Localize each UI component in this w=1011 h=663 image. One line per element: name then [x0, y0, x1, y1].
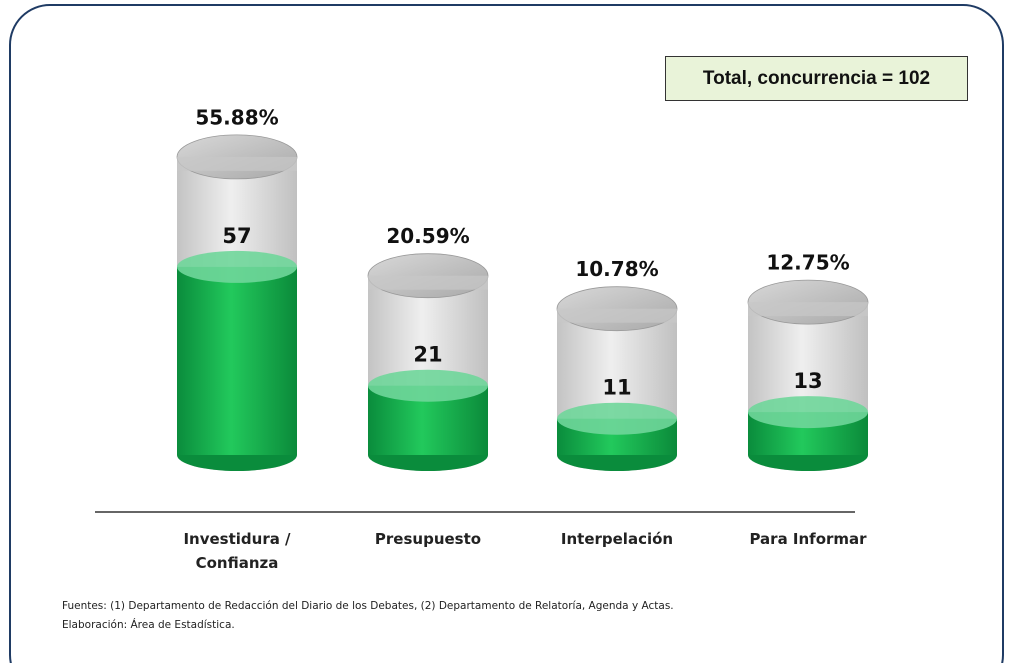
- bar: [368, 369, 488, 471]
- credit-note: Elaboración: Área de Estadística.: [62, 619, 235, 631]
- source-note: Fuentes: (1) Departamento de Redacción d…: [62, 600, 674, 612]
- cylinder-rim: [177, 156, 297, 171]
- bar: [748, 396, 868, 471]
- share-label: 12.75%: [766, 251, 849, 275]
- frame: [9, 4, 1004, 663]
- value-label: 13: [793, 369, 822, 393]
- total-box: Total, concurrencia = 102: [665, 56, 968, 101]
- share-label: 10.78%: [575, 257, 658, 281]
- category-label: Presupuesto: [374, 530, 482, 548]
- bar: [557, 402, 677, 471]
- share-label: 55.88%: [195, 105, 278, 129]
- bar-top: [748, 396, 868, 429]
- category-label: Interpelación: [560, 530, 674, 548]
- value-label: 11: [602, 376, 631, 400]
- cylinder-rim: [748, 302, 868, 317]
- cylinder-rim: [557, 308, 677, 323]
- bar-top: [177, 250, 297, 283]
- category-label: Investidura / Confianza: [183, 530, 291, 572]
- category-label: Para Informar: [749, 530, 867, 548]
- value-label: 57: [222, 224, 251, 248]
- bar-top: [557, 402, 677, 435]
- value-label: 21: [413, 343, 442, 367]
- bar-top: [368, 369, 488, 402]
- share-label: 20.59%: [386, 224, 469, 248]
- cylinder-rim: [368, 275, 488, 290]
- bar-body: [177, 266, 297, 455]
- bar: [177, 250, 297, 471]
